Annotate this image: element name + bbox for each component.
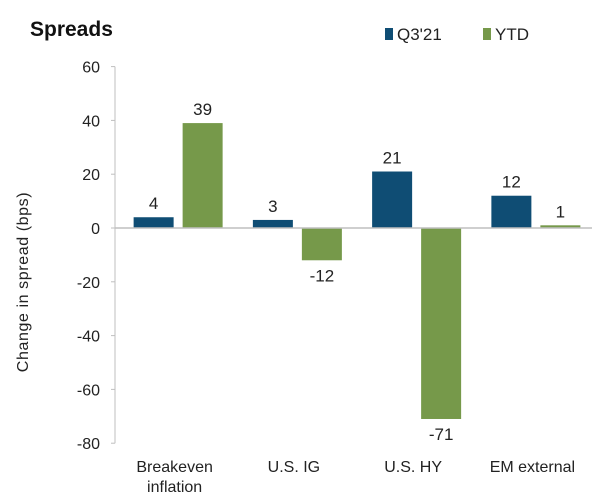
- data-label: 4: [149, 194, 158, 213]
- bar-ytd-2: [421, 228, 462, 419]
- data-label: -71: [429, 425, 454, 444]
- x-category-label: U.S. HY: [384, 459, 442, 476]
- x-category-label: inflation: [147, 479, 202, 496]
- x-category-label: U.S. IG: [268, 459, 320, 476]
- data-label: -12: [310, 266, 335, 285]
- y-tick-label: 0: [91, 221, 100, 238]
- x-category-label: EM external: [490, 459, 575, 476]
- x-axis: Breakeven inflation U.S. IG U.S. HY EM exter…: [136, 459, 575, 496]
- legend-label: Q3'21: [397, 25, 442, 44]
- legend: Q3'21 YTD: [385, 25, 529, 44]
- y-axis-label: Change in spread (bps): [15, 192, 32, 372]
- x-category-label: Breakeven: [136, 459, 213, 476]
- data-label: 21: [383, 149, 402, 168]
- bar-ytd-3: [540, 225, 581, 228]
- y-tick-label: 40: [82, 113, 100, 130]
- legend-label: YTD: [495, 25, 529, 44]
- y-axis: 60 40 20 0 -20 -40 -60 -80: [77, 60, 116, 453]
- data-label: 3: [268, 197, 277, 216]
- data-labels: 4 3 21 12 39 -12 -71 1: [149, 100, 565, 444]
- y-tick-label: 60: [82, 60, 100, 77]
- data-label: 1: [556, 202, 565, 221]
- legend-swatch: [385, 28, 393, 40]
- y-tick-label: -80: [77, 436, 100, 453]
- legend-swatch: [483, 28, 491, 40]
- bar-ytd-0: [182, 123, 223, 228]
- bar-q3-2: [372, 171, 413, 228]
- bar-q3-0: [133, 217, 174, 228]
- y-tick-label: -60: [77, 382, 100, 399]
- y-tick-label: 20: [82, 167, 100, 184]
- data-label: 12: [502, 173, 521, 192]
- chart-title: Spreads: [30, 18, 113, 41]
- bar-q3-3: [491, 195, 532, 228]
- bar-q3-1: [252, 219, 293, 228]
- y-tick-label: -40: [77, 329, 100, 346]
- bars: [115, 123, 592, 419]
- y-tick-label: -20: [77, 275, 100, 292]
- data-label: 39: [193, 100, 212, 119]
- bar-ytd-1: [301, 228, 342, 261]
